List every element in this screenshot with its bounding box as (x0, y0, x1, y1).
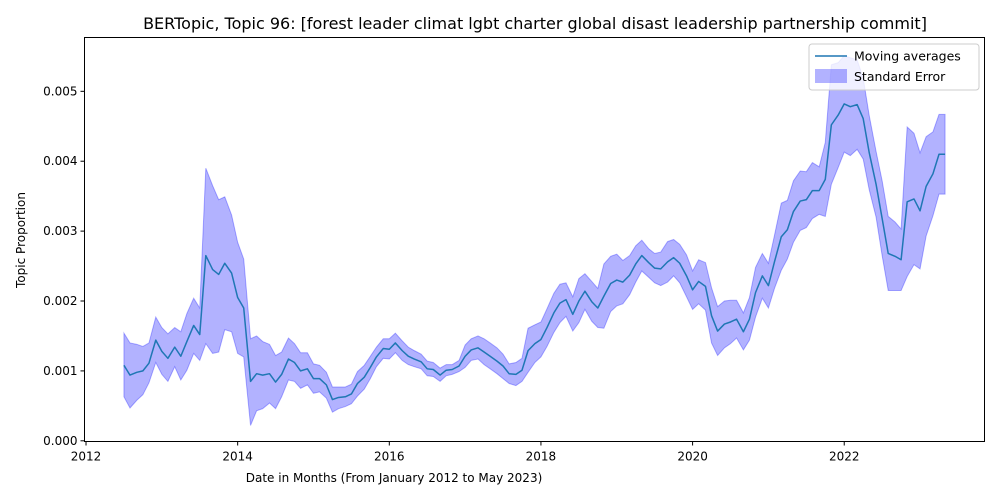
plot-background (84, 37, 985, 442)
y-tick-label: 0.002 (43, 294, 77, 308)
plot-frame (84, 37, 985, 442)
legend: Moving averages Standard Error (808, 43, 980, 91)
chart-title: BERTopic, Topic 96: [forest leader clima… (143, 14, 927, 33)
y-tick-label: 0.005 (43, 84, 77, 98)
y-tick-label: 0.004 (43, 154, 77, 168)
x-axis-label: Date in Months (From January 2012 to May… (246, 471, 543, 485)
legend-band-swatch (815, 69, 847, 83)
y-tick-label: 0.003 (43, 224, 77, 238)
legend-box (808, 43, 980, 91)
x-tick-label: 2014 (222, 450, 253, 464)
y-axis-label: Topic Proportion (14, 192, 28, 289)
x-tick-label: 2016 (374, 450, 405, 464)
moving-average-line (123, 103, 946, 401)
y-tick-label: 0.000 (43, 434, 77, 448)
x-axis: 2012 2014 2016 2018 2020 2022 (71, 441, 860, 464)
x-tick-label: 2020 (677, 450, 708, 464)
x-tick-label: 2012 (71, 450, 102, 464)
moving-average-line-layer (123, 103, 946, 401)
x-tick-label: 2018 (526, 450, 557, 464)
standard-error-band (123, 55, 946, 426)
legend-entry-standard-error: Standard Error (854, 69, 946, 84)
legend-entry-moving-averages: Moving averages (854, 49, 961, 64)
plot-area (84, 37, 985, 442)
y-axis: 0.000 0.001 0.002 0.003 0.004 0.005 (43, 84, 85, 448)
x-tick-label: 2022 (829, 450, 860, 464)
y-tick-label: 0.001 (43, 364, 77, 378)
standard-error-band-layer (123, 55, 946, 426)
